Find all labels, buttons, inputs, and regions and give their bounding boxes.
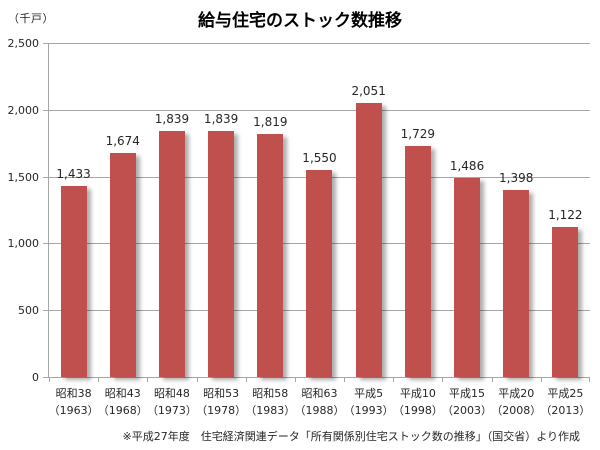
- y-axis-tick: [43, 377, 49, 378]
- category-year: （1998）: [392, 404, 443, 417]
- chart-title: 給与住宅のストック数推移: [198, 11, 402, 31]
- x-axis-category-label: 平成10 （1998）: [387, 385, 448, 419]
- category-era: 昭和48: [153, 387, 190, 400]
- y-axis-tick-label: 2,000: [7, 103, 40, 117]
- bar: [257, 133, 284, 377]
- bar-value-label: 2,051: [351, 84, 386, 98]
- bar-value-label: 1,122: [548, 208, 583, 223]
- y-axis-tick-label: 2,500: [7, 37, 40, 50]
- gridline: [49, 109, 590, 111]
- bar: [60, 185, 87, 377]
- y-axis-unit-label: （千戸）: [8, 12, 54, 25]
- category-year: （1983）: [245, 404, 296, 417]
- category-era: 昭和58: [252, 387, 289, 400]
- x-axis-tick: [442, 377, 444, 382]
- bar-cell: 1,819 昭和58 （1983）: [245, 43, 295, 417]
- bar-cell: 1,398 平成20 （2008）: [491, 43, 541, 417]
- category-era: 平成10: [399, 387, 436, 400]
- y-axis-tick-label: 1,000: [7, 237, 40, 251]
- category-year: （1978）: [196, 404, 247, 417]
- x-axis-tick: [98, 377, 100, 382]
- x-axis-tick: [589, 377, 590, 382]
- bar: [355, 103, 382, 377]
- x-axis-tick: [540, 377, 542, 382]
- bar: [454, 178, 481, 377]
- category-year: （1988）: [294, 404, 345, 417]
- category-era: 昭和63: [301, 387, 338, 400]
- y-axis-tick: [43, 310, 49, 312]
- bar: [306, 169, 333, 377]
- x-axis-tick: [196, 377, 198, 382]
- x-axis-tick: [393, 377, 395, 382]
- category-year: （2008）: [491, 404, 542, 417]
- y-axis-tick: [43, 109, 49, 111]
- bar-cell: 1,839 昭和53 （1978）: [196, 43, 246, 417]
- category-era: 平成15: [449, 387, 486, 400]
- x-axis-tick: [344, 377, 346, 382]
- source-note: ※平成27年度 住宅経済関連データ「所有関係別住宅ストック数の推移」（国交省）よ…: [122, 430, 581, 443]
- bar-value-label: 1,839: [203, 112, 239, 127]
- x-axis-category-label: 平成15 （2003）: [436, 385, 497, 419]
- category-year: （1963）: [48, 404, 99, 417]
- bar-value-label: 1,819: [253, 114, 288, 129]
- bar-cell: 2,051 平成5 （1993）: [344, 43, 394, 418]
- y-axis-tick: [43, 176, 49, 178]
- x-axis-category-label: 昭和38 （1963）: [43, 385, 104, 419]
- y-axis-tick-label: 1,500: [7, 170, 40, 184]
- x-axis-category-label: 昭和53 （1978）: [191, 385, 252, 419]
- x-axis-tick: [491, 377, 493, 382]
- category-era: 昭和43: [104, 387, 141, 400]
- x-axis-tick: [49, 377, 50, 382]
- category-year: （1973）: [146, 404, 197, 417]
- gridline: [49, 43, 590, 44]
- bar-cell: 1,674 昭和43 （1968）: [98, 43, 148, 417]
- category-year: （2003）: [442, 404, 493, 417]
- category-era: 昭和38: [55, 387, 92, 400]
- bar-cell: 1,839 昭和48 （1973）: [147, 43, 197, 417]
- x-axis-tick: [245, 377, 247, 382]
- category-era: 平成25: [547, 387, 584, 400]
- x-axis-category-label: 昭和48 （1973）: [141, 385, 202, 419]
- bar-value-label: 1,839: [154, 112, 190, 127]
- x-axis-category-label: 昭和58 （1983）: [240, 385, 301, 419]
- category-era: 昭和53: [203, 387, 240, 400]
- y-axis-tick-label: 500: [18, 304, 39, 318]
- bar: [552, 227, 579, 377]
- y-axis-tick: [43, 43, 49, 44]
- bar-cell: 1,122 平成25 （2013）: [540, 43, 590, 417]
- bar-value-label: 1,550: [302, 150, 337, 165]
- plot-area: 0 500 1,000 1,500 2,000 2,500 1,433 昭和38 （1963） 1…: [8, 37, 591, 418]
- y-axis-tick: [43, 243, 49, 245]
- bar-value-label: 1,433: [56, 166, 91, 181]
- category-year: （1968）: [97, 404, 148, 417]
- y-axis-tick-label: 0: [32, 371, 39, 384]
- bar-cell: 1,729 平成10 （1998）: [393, 43, 443, 417]
- bar-cell: 1,550 昭和63 （1988）: [294, 43, 344, 417]
- category-era: 平成5: [354, 387, 384, 400]
- x-axis-tick: [147, 377, 149, 382]
- bar: [208, 131, 235, 377]
- category-era: 平成20: [498, 387, 535, 400]
- bar-value-label: 1,398: [499, 171, 534, 186]
- bar-cell: 1,486 平成15 （2003）: [442, 43, 492, 417]
- x-axis-category-label: 昭和43 （1968）: [92, 385, 153, 419]
- bar-value-label: 1,674: [105, 134, 140, 149]
- bar: [503, 190, 530, 377]
- x-axis-tick: [294, 377, 296, 382]
- bar: [158, 131, 185, 377]
- bar-cell: 1,433 昭和38 （1963）: [49, 43, 99, 417]
- x-axis-category-label: 平成20 （2008）: [486, 385, 547, 419]
- x-axis-category-label: 昭和63 （1988）: [289, 385, 350, 419]
- category-year: （1993）: [343, 404, 394, 417]
- bar: [404, 146, 431, 377]
- x-axis-category-label: 平成25 （2013）: [535, 385, 596, 419]
- category-year: （2013）: [540, 404, 591, 417]
- bar-value-label: 1,729: [400, 127, 436, 142]
- bar-value-label: 1,486: [449, 159, 485, 174]
- x-axis-category-label: 平成5 （1993）: [338, 385, 399, 419]
- bar: [109, 153, 136, 377]
